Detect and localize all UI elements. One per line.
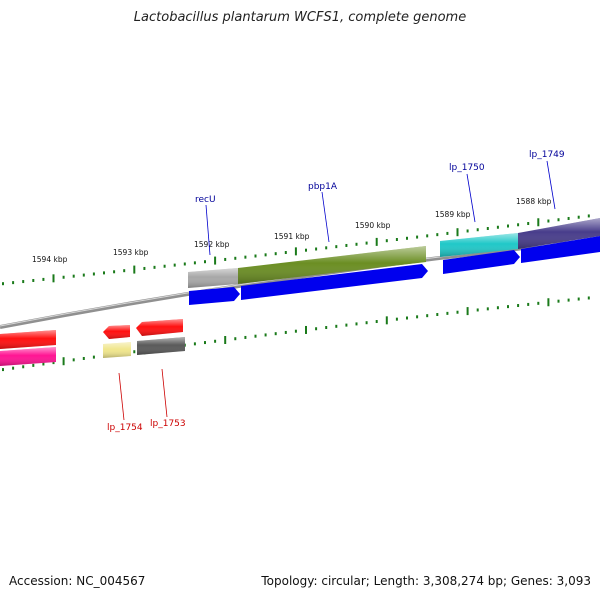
- scale-label-1593: 1593 kbp: [113, 248, 149, 257]
- cds-arrow-lp_1750[interactable]: [443, 250, 520, 274]
- cds-arrow-recU[interactable]: [189, 287, 240, 305]
- accession-label: Accession: NC_004567: [9, 574, 146, 588]
- gene-bar-shade: [0, 347, 56, 366]
- gene-label-lp_1750: lp_1750: [449, 163, 485, 173]
- leader-line-lp_1753: [161, 368, 168, 418]
- scale-label-1591: 1591 kbp: [274, 232, 310, 241]
- gene-bar-shade: [103, 325, 130, 339]
- leader-line-lp_1750: [466, 173, 476, 223]
- gene-bar-shade: [137, 337, 185, 355]
- scale-ticks-upper: [2, 214, 590, 286]
- map-title: Lactobacillus plantarum WCFS1, complete …: [133, 10, 467, 25]
- gene-bar-shade: [238, 246, 426, 284]
- gene-bar-shade: [136, 319, 183, 336]
- gene-label-lp_1754: lp_1754: [107, 423, 143, 433]
- scale-ticks-lower: [2, 296, 590, 372]
- cds-arrow-lp_1749[interactable]: [521, 236, 600, 263]
- leader-line-lp_1749: [546, 160, 556, 210]
- leader-line-lp_1754: [118, 372, 125, 421]
- genome-summary-label: Topology: circular; Length: 3,308,274 bp…: [261, 574, 591, 588]
- gene-label-lp_1749: lp_1749: [529, 150, 565, 160]
- gene-label-recU: recU: [195, 195, 216, 205]
- scale-label-1588: 1588 kbp: [516, 197, 552, 206]
- gene-bar-shade: [188, 268, 238, 288]
- gene-bar-shade: [440, 233, 518, 257]
- scale-label-1594: 1594 kbp: [32, 255, 68, 264]
- gene-bar-shade: [103, 342, 131, 358]
- scale-label-1592: 1592 kbp: [194, 240, 230, 249]
- leader-line-recU: [205, 204, 211, 256]
- leader-line-pbp1A: [321, 191, 330, 243]
- gene-bar-shade: [518, 218, 600, 249]
- cds-arrow-pbp1A[interactable]: [241, 264, 428, 300]
- scale-label-1590: 1590 kbp: [355, 221, 391, 230]
- gene-label-lp_1753: lp_1753: [150, 419, 186, 429]
- scale-label-1589: 1589 kbp: [435, 210, 471, 219]
- gene-bar-shade: [0, 330, 56, 349]
- gene-label-pbp1A: pbp1A: [308, 182, 338, 192]
